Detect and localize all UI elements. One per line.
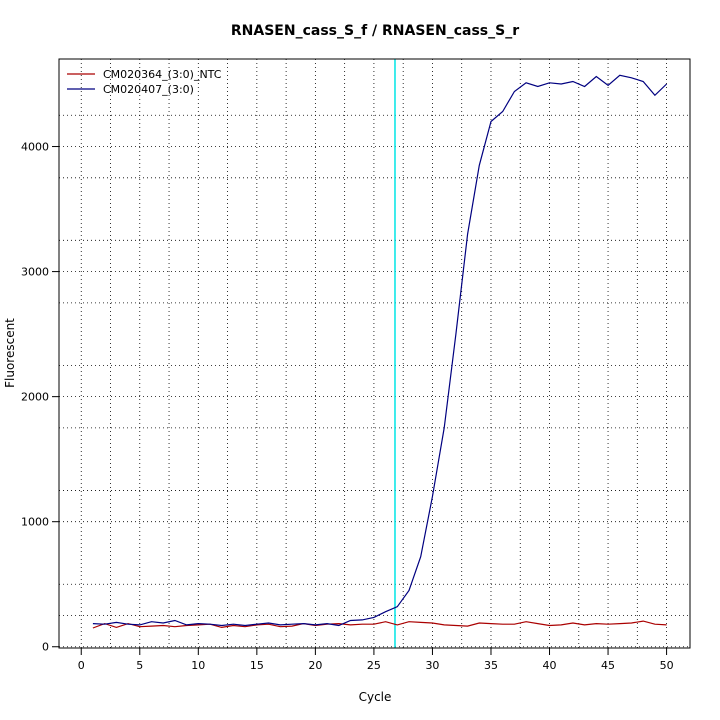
- y-tick-label: 1000: [21, 516, 49, 529]
- x-tick-label: 10: [191, 659, 205, 672]
- x-tick-label: 50: [660, 659, 674, 672]
- y-tick-label: 0: [42, 641, 49, 654]
- x-tick-label: 25: [367, 659, 381, 672]
- x-tick-label: 35: [484, 659, 498, 672]
- x-tick-label: 5: [136, 659, 143, 672]
- x-tick-label: 0: [78, 659, 85, 672]
- x-tick-label: 40: [543, 659, 557, 672]
- series-line-1: [92, 620, 667, 629]
- plot-frame: [58, 58, 691, 649]
- x-tick-label: 20: [308, 659, 322, 672]
- y-axis-ticks: 0 1000 2000 3000 4000: [21, 141, 59, 654]
- series-line-2: [92, 74, 668, 627]
- x-tick-label: 45: [601, 659, 615, 672]
- legend-label-1: CM020364_(3:0)_NTC: [103, 68, 222, 81]
- x-tick-label: 30: [425, 659, 439, 672]
- legend: CM020364_(3:0)_NTC CM020407_(3:0): [67, 68, 222, 96]
- y-axis-label: Fluorescent: [3, 318, 17, 388]
- y-tick-label: 3000: [21, 266, 49, 279]
- x-tick-label: 15: [250, 659, 264, 672]
- x-axis-ticks: 0 5 10 15 20 25 30 35 40 45 50: [78, 648, 674, 672]
- x-axis-label: Cycle: [359, 690, 392, 704]
- y-tick-label: 2000: [21, 391, 49, 404]
- series-lines: [92, 74, 668, 629]
- y-tick-label: 4000: [21, 141, 49, 154]
- legend-label-2: CM020407_(3:0): [103, 83, 194, 96]
- chart-title: RNASEN_cass_S_f / RNASEN_cass_S_r: [231, 23, 519, 39]
